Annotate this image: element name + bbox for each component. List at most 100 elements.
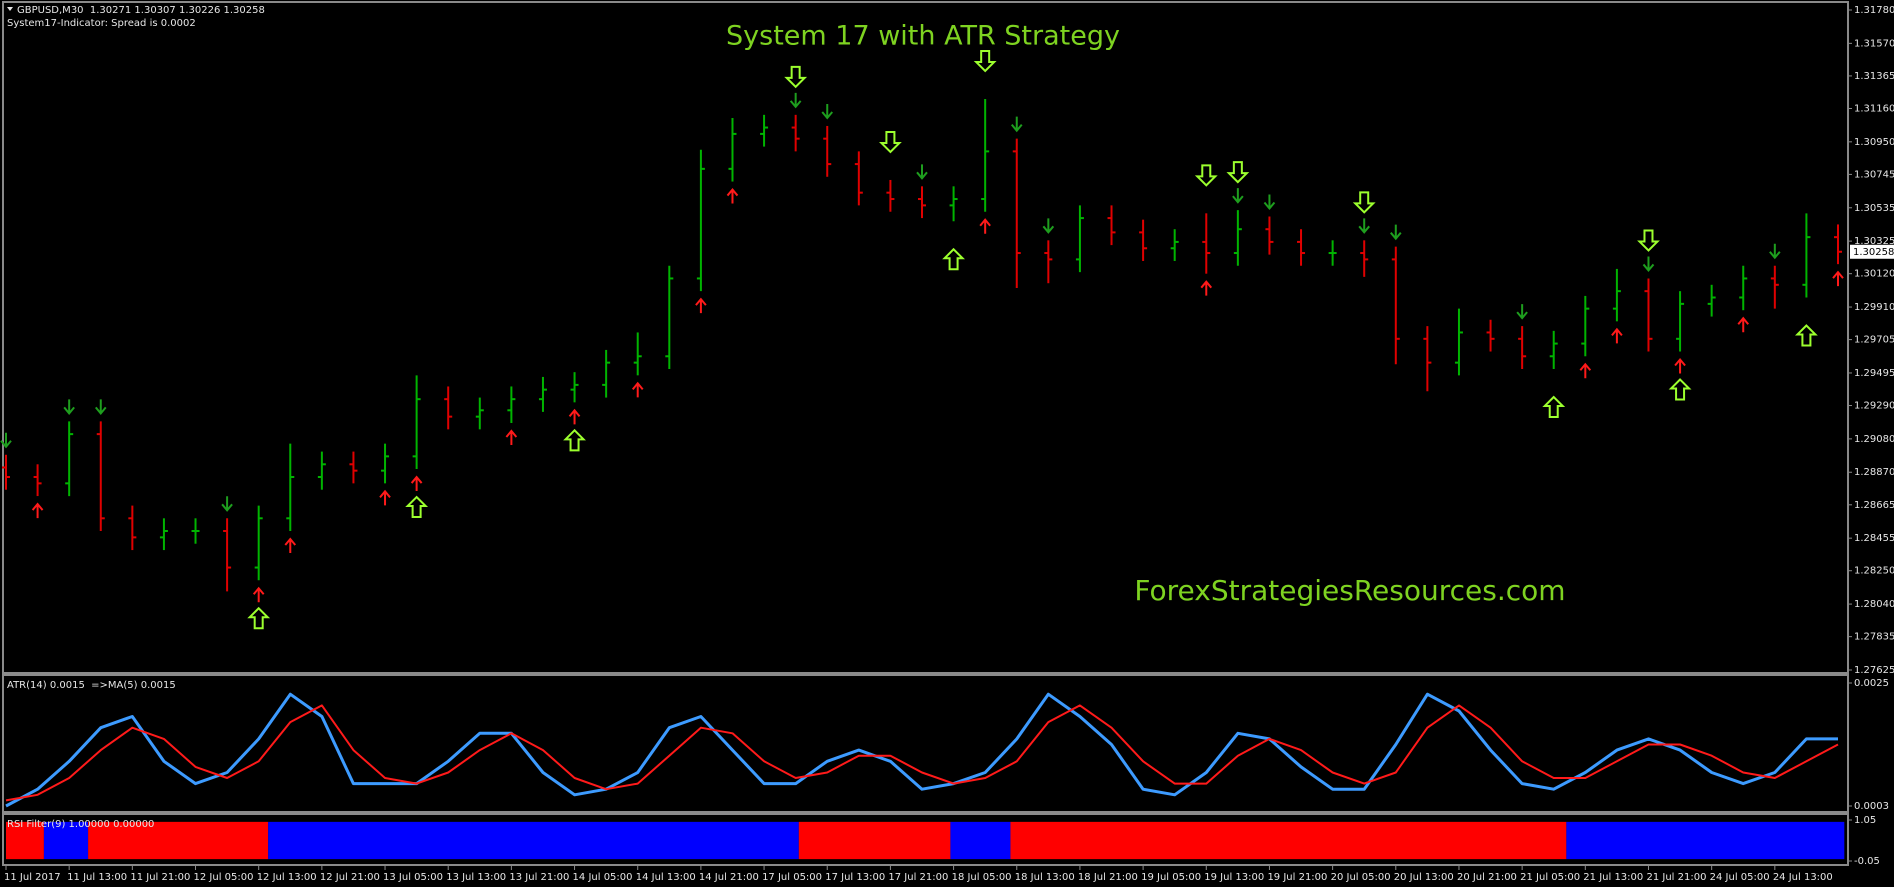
candles	[2, 98, 1842, 592]
y-tick-label: 1.29290	[1854, 401, 1894, 412]
y-tick-label: 1.29705	[1854, 335, 1894, 346]
sell-arrow	[0, 432, 12, 449]
filter-band	[43, 821, 89, 860]
buy-arrow	[631, 381, 644, 398]
sell-arrow	[821, 103, 834, 120]
indicator-line	[5, 692, 1838, 808]
x-tick-label: 18 Jul 21:00	[1078, 872, 1138, 883]
alert-up-arrow	[563, 428, 586, 452]
x-tick-label: 17 Jul 13:00	[825, 872, 885, 883]
buy-arrow	[1737, 316, 1750, 333]
alert-down-arrow	[1194, 164, 1218, 187]
x-tick-label: 13 Jul 05:00	[383, 872, 443, 883]
x-tick-label: 14 Jul 21:00	[699, 872, 759, 883]
sell-arrow	[916, 164, 928, 180]
buy-arrow	[379, 489, 391, 506]
y-tick-label: 1.30325	[1854, 236, 1894, 247]
x-tick-label: 20 Jul 21:00	[1457, 872, 1517, 883]
sell-arrow	[1232, 188, 1244, 204]
x-tick-label: 13 Jul 21:00	[509, 872, 569, 883]
price-panel	[2, 1, 1849, 674]
buy-arrow	[505, 429, 518, 445]
buy-arrow	[1832, 270, 1844, 287]
sell-arrow	[1642, 256, 1655, 273]
sell-arrow	[1263, 194, 1276, 211]
y-tick-label: 0.0025	[1854, 678, 1889, 689]
alert-up-arrow	[405, 495, 429, 519]
sell-arrow	[221, 496, 233, 512]
filter-band	[268, 821, 799, 860]
alert-down-arrow	[1352, 191, 1376, 214]
atr-panel	[2, 674, 1849, 813]
x-tick-label: 20 Jul 13:00	[1394, 872, 1454, 883]
buy-arrow	[252, 586, 265, 603]
x-tick-label: 11 Jul 21:00	[130, 872, 190, 883]
y-tick-label: 1.28455	[1854, 533, 1894, 544]
sell-arrow	[1390, 224, 1402, 241]
x-tick-label: 11 Jul 2017	[4, 872, 61, 883]
y-tick-label: 1.29910	[1854, 302, 1894, 313]
alert-up-arrow	[1668, 378, 1692, 401]
sell-arrow	[1042, 218, 1055, 234]
symbol-menu-icon[interactable]	[7, 7, 13, 11]
alert-up-arrow	[1794, 324, 1818, 347]
y-tick-label: 1.31365	[1854, 71, 1894, 82]
indicator-header: System17-Indicator: Spread is 0.0002	[7, 18, 196, 29]
buy-arrow	[695, 297, 707, 314]
buy-arrow	[410, 475, 423, 492]
x-tick-label: 20 Jul 05:00	[1331, 872, 1391, 883]
y-tick-label: 1.28040	[1854, 599, 1894, 610]
buy-arrow	[568, 408, 581, 425]
filter-band	[1566, 821, 1845, 860]
rsi-label: RSI Filter(9) 1.00000 0.00000	[7, 819, 154, 830]
buy-arrow	[1611, 327, 1623, 344]
y-tick-label: 1.30120	[1854, 269, 1894, 280]
current-price-box	[1850, 244, 1894, 259]
y-tick-label: 1.28870	[1854, 467, 1894, 478]
y-tick-label: 1.05	[1854, 815, 1876, 826]
x-tick-label: 19 Jul 05:00	[1141, 872, 1201, 883]
buy-arrow	[31, 502, 44, 519]
alert-down-arrow	[973, 49, 997, 73]
buy-arrow	[1579, 362, 1592, 379]
x-tick-label: 24 Jul 13:00	[1773, 872, 1833, 883]
x-tick-label: 12 Jul 21:00	[320, 872, 380, 883]
indicator-line	[5, 704, 1839, 802]
current-price-label: 1.30258	[1853, 247, 1894, 258]
buy-arrow	[979, 218, 991, 234]
symbol-header: GBPUSD,M30 1.30271 1.30307 1.30226 1.302…	[17, 5, 265, 16]
y-tick-label: 1.29495	[1854, 368, 1894, 379]
x-tick-label: 17 Jul 21:00	[888, 872, 948, 883]
x-tick-label: 21 Jul 21:00	[1646, 872, 1706, 883]
x-tick-label: 13 Jul 13:00	[446, 872, 506, 883]
x-tick-label: 12 Jul 05:00	[194, 872, 254, 883]
y-tick-label: 1.30745	[1854, 169, 1894, 180]
x-tick-label: 21 Jul 13:00	[1583, 872, 1643, 883]
sell-arrow	[1516, 304, 1528, 320]
y-tick-label: 1.29080	[1854, 434, 1894, 445]
y-tick-label: -0.05	[1854, 856, 1880, 867]
x-tick-label: 18 Jul 05:00	[952, 872, 1012, 883]
x-tick-label: 19 Jul 21:00	[1267, 872, 1327, 883]
x-tick-label: 11 Jul 13:00	[67, 872, 127, 883]
x-tick-label: 19 Jul 13:00	[1204, 872, 1264, 883]
buy-arrow	[1674, 357, 1686, 374]
x-tick-label: 12 Jul 13:00	[257, 872, 317, 883]
filter-band	[798, 821, 951, 860]
buy-arrow	[284, 537, 297, 554]
x-tick-label: 24 Jul 05:00	[1710, 872, 1770, 883]
x-tick-label: 18 Jul 13:00	[1015, 872, 1075, 883]
alert-up-arrow	[1542, 395, 1566, 418]
filter-band	[1010, 821, 1567, 860]
filter-band	[950, 821, 1011, 860]
y-tick-label: 1.31780	[1854, 5, 1894, 16]
filter-band	[6, 821, 44, 860]
alert-down-arrow	[784, 65, 808, 89]
sell-arrow	[1769, 243, 1781, 260]
alert-down-arrow	[1226, 161, 1250, 184]
x-tick-label: 14 Jul 13:00	[636, 872, 696, 883]
y-tick-label: 1.28665	[1854, 500, 1894, 511]
alert-down-arrow	[878, 130, 902, 154]
